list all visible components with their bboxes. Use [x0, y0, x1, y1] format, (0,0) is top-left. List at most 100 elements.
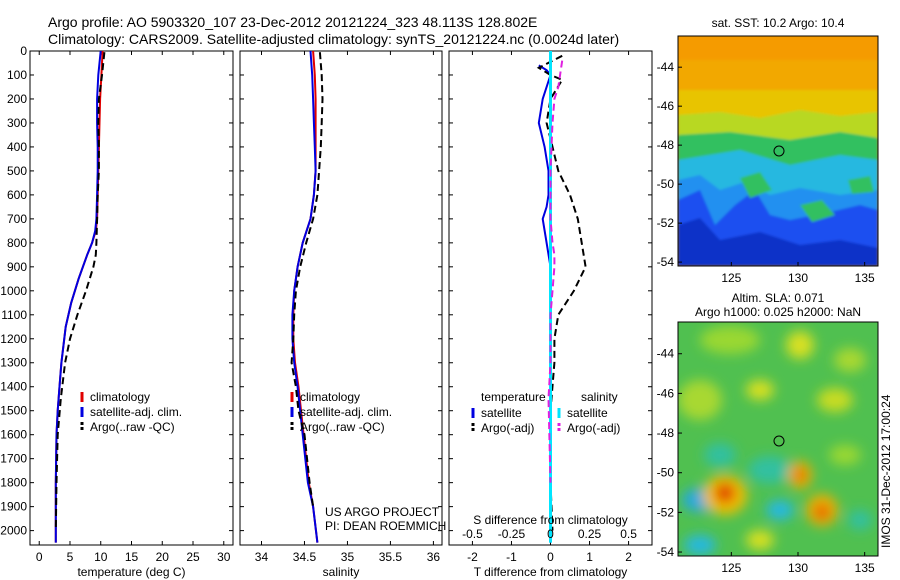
x-tick-label-s: 0.5: [620, 527, 637, 541]
x-axis-label-top: S difference from climatology: [473, 513, 628, 527]
project-annotation: US ARGO PROJECT: [325, 505, 440, 519]
y-tick-label: 900: [7, 260, 27, 274]
x-tick-label: 2: [625, 550, 632, 564]
figure-title-line2: Climatology: CARS2009. Satellite-adjuste…: [48, 31, 619, 47]
x-tick-label: -2: [467, 550, 478, 564]
difference-panel: -2 -1 0 1 2T difference from climatology temp…: [448, 50, 653, 579]
y-tick-label: 500: [7, 164, 27, 178]
x-axis-label: salinity: [323, 565, 360, 579]
x-tick-label: 5: [67, 550, 74, 564]
legend-label: climatology: [300, 390, 360, 404]
x-tick-label: 0: [547, 550, 554, 564]
sst-map-panel: sat. SST: 10.2 Argo: 10.4 125 130 135 -44 -4…: [657, 16, 879, 285]
x-tick-label: 15: [125, 550, 139, 564]
legend-label: satellite: [567, 406, 608, 420]
x-tick-label: 20: [156, 550, 170, 564]
y-tick-label: 1100: [1, 308, 27, 322]
salinity-panel: 34 34.5 35 35.5 36 salinity climatologysatelli…: [239, 50, 446, 579]
map-x-tick-label: 135: [855, 561, 875, 575]
sla-map-title: Altim. SLA: 0.071: [732, 291, 825, 305]
x-tick-label: -1: [506, 550, 517, 564]
sst-map-image: [678, 36, 878, 266]
plot-frame: [29, 50, 234, 546]
map-y-tick-label: -46: [657, 99, 675, 113]
y-tick-label: 1500: [0, 404, 27, 418]
x-tick-label: 35: [341, 550, 355, 564]
legend-header: temperature: [481, 390, 546, 404]
series-line-1: [54, 50, 102, 543]
y-tick-label: 800: [7, 236, 27, 250]
map-y-tick-label: -44: [657, 60, 675, 74]
legend-header: salinity: [581, 390, 618, 404]
project-annotation: PI: DEAN ROEMMICH: [325, 519, 446, 533]
map-y-tick-label: -54: [657, 255, 675, 269]
legend-label: Argo(-adj): [481, 421, 534, 435]
x-tick-label-s: 0: [547, 527, 554, 541]
map-y-tick-label: -48: [657, 138, 675, 152]
y-tick-label: 700: [7, 212, 27, 226]
sla-map-panel: Altim. SLA: 0.071 Argo h1000: 0.025 h200…: [657, 291, 893, 575]
series-line-0: [54, 50, 104, 543]
y-tick-label: 1600: [0, 428, 27, 442]
y-tick-label: 1900: [0, 500, 27, 514]
y-tick-label: 1200: [0, 332, 27, 346]
y-tick-label: 100: [7, 68, 27, 82]
sla-map-frame: [677, 321, 879, 557]
map-x-tick-label: 135: [855, 271, 875, 285]
sla-float-marker: [773, 435, 785, 447]
y-tick-label: 1000: [0, 284, 27, 298]
x-tick-label: 25: [186, 550, 200, 564]
map-x-tick-label: 125: [721, 271, 741, 285]
legend-label: Argo(-adj): [567, 421, 620, 435]
map-y-tick-label: -52: [657, 505, 675, 519]
y-tick-label: 1700: [0, 452, 27, 466]
x-tick-label-s: -0.25: [498, 527, 526, 541]
map-y-tick-label: -46: [657, 386, 675, 400]
map-y-tick-label: -48: [657, 426, 675, 440]
plot-frame: [239, 50, 443, 546]
x-tick-label: 0: [36, 550, 43, 564]
legend-label: Argo(..raw -QC): [300, 420, 385, 434]
map-y-tick-label: -50: [657, 177, 675, 191]
map-x-tick-label: 130: [788, 271, 808, 285]
x-tick-label: 34.5: [293, 550, 317, 564]
map-y-tick-label: -54: [657, 545, 675, 559]
sla-side-label: IMOS 31-Dec-2012 17:00:24: [879, 394, 893, 548]
legend-label: satellite-adj. clim.: [300, 405, 392, 419]
map-y-tick-label: -52: [657, 216, 675, 230]
y-tick-label: 1300: [0, 356, 27, 370]
sla-map-image: [678, 322, 878, 556]
x-axis-label: T difference from climatology: [474, 565, 628, 579]
y-tick-label: 1400: [0, 380, 27, 394]
legend-label: satellite: [481, 406, 522, 420]
legend-label: satellite-adj. clim.: [90, 405, 182, 419]
map-y-tick-label: -44: [657, 347, 675, 361]
figure-title-line1: Argo profile: AO 5903320_107 23-Dec-2012…: [48, 14, 537, 30]
y-tick-label: 2000: [0, 524, 27, 538]
map-y-tick-label: -50: [657, 466, 675, 480]
series-line-3: [547, 60, 564, 483]
x-axis-label: temperature (deg C): [77, 565, 185, 579]
y-tick-label: 400: [7, 140, 27, 154]
map-x-tick-label: 130: [788, 561, 808, 575]
y-tick-label: 0: [20, 44, 27, 58]
series-line-0: [537, 64, 552, 543]
legend-label: climatology: [90, 390, 150, 404]
sst-map-frame: [677, 35, 879, 267]
sst-float-marker: [773, 145, 785, 157]
x-tick-label: 34: [255, 550, 269, 564]
series-line-2: [54, 52, 106, 531]
x-tick-label-s: -0.5: [462, 527, 483, 541]
y-tick-label: 600: [7, 188, 27, 202]
x-tick-label: 30: [217, 550, 231, 564]
temperature-panel: 0100200300400500600700800900100011001200…: [0, 44, 234, 579]
sst-map-title: sat. SST: 10.2 Argo: 10.4: [712, 16, 845, 30]
sla-map-subtitle: Argo h1000: 0.025 h2000: NaN: [695, 305, 861, 319]
x-tick-label: 1: [586, 550, 593, 564]
y-tick-label: 1800: [0, 476, 27, 490]
x-tick-label-s: 0.25: [578, 527, 602, 541]
x-tick-label: 10: [94, 550, 108, 564]
y-tick-label: 200: [7, 92, 27, 106]
legend-label: Argo(..raw -QC): [90, 420, 175, 434]
